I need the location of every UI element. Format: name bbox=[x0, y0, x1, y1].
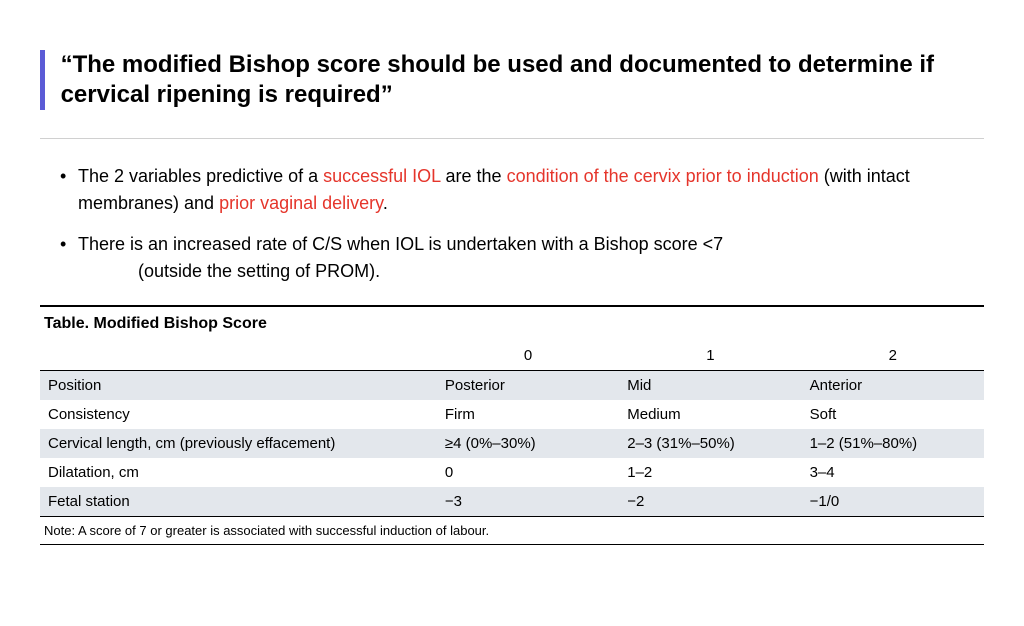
header-accent-bar bbox=[40, 50, 45, 110]
table-body: PositionPosteriorMidAnteriorConsistencyF… bbox=[40, 371, 984, 517]
row-cell: 1–2 (51%–80%) bbox=[802, 429, 984, 458]
bullet-list: •The 2 variables predictive of a success… bbox=[60, 163, 964, 285]
row-cell: Anterior bbox=[802, 371, 984, 401]
body-text: The 2 variables predictive of a bbox=[78, 166, 323, 186]
row-cell: Posterior bbox=[437, 371, 619, 401]
bullet-subline: (outside the setting of PROM). bbox=[78, 258, 964, 285]
bishop-score-table: 0 1 2 PositionPosteriorMidAnteriorConsis… bbox=[40, 341, 984, 516]
highlight-text: successful IOL bbox=[323, 166, 440, 186]
row-cell: Mid bbox=[619, 371, 801, 401]
bullet-text: There is an increased rate of C/S when I… bbox=[78, 231, 964, 285]
bullet-text: The 2 variables predictive of a successf… bbox=[78, 163, 964, 217]
bullet-marker: • bbox=[60, 163, 78, 217]
bullet-marker: • bbox=[60, 231, 78, 285]
row-cell: 3–4 bbox=[802, 458, 984, 487]
table-header-score-0: 0 bbox=[437, 341, 619, 371]
table-header-blank bbox=[40, 341, 437, 371]
row-label: Consistency bbox=[40, 400, 437, 429]
table-title: Table. Modified Bishop Score bbox=[40, 307, 984, 341]
bullet-item: •There is an increased rate of C/S when … bbox=[60, 231, 964, 285]
table-header-score-1: 1 bbox=[619, 341, 801, 371]
table-head: 0 1 2 bbox=[40, 341, 984, 371]
bullet-item: •The 2 variables predictive of a success… bbox=[60, 163, 964, 217]
table-header-row: 0 1 2 bbox=[40, 341, 984, 371]
slide-page: “The modified Bishop score should be use… bbox=[0, 50, 1024, 626]
bishop-table-section: Table. Modified Bishop Score 0 1 2 Posit… bbox=[40, 305, 984, 545]
row-cell: 2–3 (31%–50%) bbox=[619, 429, 801, 458]
body-text: There is an increased rate of C/S when I… bbox=[78, 234, 723, 254]
row-cell: −2 bbox=[619, 487, 801, 516]
body-text: . bbox=[383, 193, 388, 213]
row-cell: Soft bbox=[802, 400, 984, 429]
table-row: Cervical length, cm (previously effaceme… bbox=[40, 429, 984, 458]
row-label: Fetal station bbox=[40, 487, 437, 516]
row-cell: 1–2 bbox=[619, 458, 801, 487]
table-row: PositionPosteriorMidAnterior bbox=[40, 371, 984, 401]
highlight-text: prior vaginal delivery bbox=[219, 193, 383, 213]
table-row: ConsistencyFirmMediumSoft bbox=[40, 400, 984, 429]
row-cell: Medium bbox=[619, 400, 801, 429]
row-label: Cervical length, cm (previously effaceme… bbox=[40, 429, 437, 458]
highlight-text: condition of the cervix prior to inducti… bbox=[507, 166, 819, 186]
table-note: Note: A score of 7 or greater is associa… bbox=[40, 517, 984, 544]
table-note-rule bbox=[40, 544, 984, 545]
table-row: Fetal station−3−2−1/0 bbox=[40, 487, 984, 516]
row-cell: −3 bbox=[437, 487, 619, 516]
body-text: are the bbox=[441, 166, 507, 186]
row-label: Dilatation, cm bbox=[40, 458, 437, 487]
row-cell: Firm bbox=[437, 400, 619, 429]
row-cell: −1/0 bbox=[802, 487, 984, 516]
row-label: Position bbox=[40, 371, 437, 401]
header-block: “The modified Bishop score should be use… bbox=[40, 50, 984, 139]
row-cell: 0 bbox=[437, 458, 619, 487]
page-title: “The modified Bishop score should be use… bbox=[61, 50, 984, 110]
table-row: Dilatation, cm01–23–4 bbox=[40, 458, 984, 487]
row-cell: ≥4 (0%–30%) bbox=[437, 429, 619, 458]
table-header-score-2: 2 bbox=[802, 341, 984, 371]
